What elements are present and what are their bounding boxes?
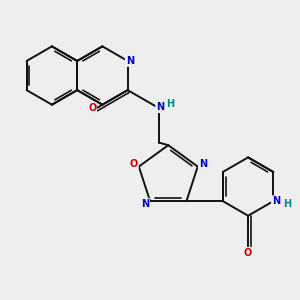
Text: H: H bbox=[284, 199, 292, 209]
Text: O: O bbox=[244, 248, 252, 258]
Text: O: O bbox=[130, 159, 138, 169]
Text: H: H bbox=[166, 99, 174, 109]
Text: N: N bbox=[156, 102, 164, 112]
Text: N: N bbox=[272, 196, 280, 206]
Text: N: N bbox=[141, 199, 149, 209]
Text: N: N bbox=[126, 56, 134, 66]
Text: O: O bbox=[88, 103, 96, 113]
Text: N: N bbox=[199, 159, 207, 169]
